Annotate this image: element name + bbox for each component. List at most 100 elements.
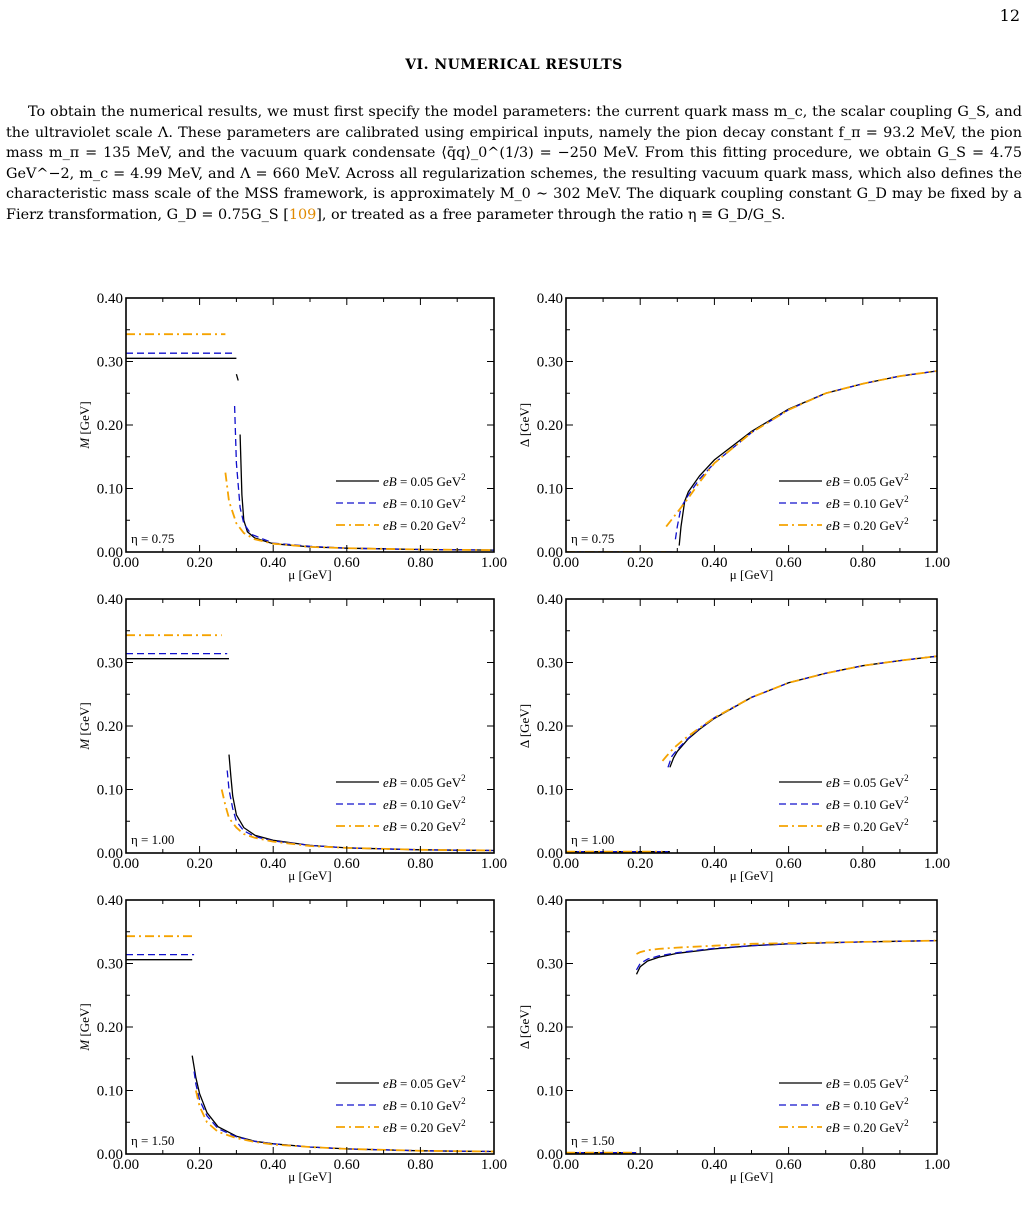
legend-symbol: eB <box>383 1076 397 1091</box>
y-tick-label: 0.00 <box>537 1147 563 1163</box>
section-title: VI. NUMERICAL RESULTS <box>405 57 623 73</box>
y-tick-label: 0.10 <box>97 1084 123 1100</box>
series-line-2-segment-2 <box>226 770 494 852</box>
legend-entry-2: eB = 0.10 GeV2 <box>383 1096 466 1113</box>
legend-symbol: eB <box>826 518 840 533</box>
legend-symbol: eB <box>383 819 397 834</box>
x-tick-label: 0.60 <box>334 555 360 571</box>
x-tick-label: 0.40 <box>701 1157 727 1173</box>
legend-value: = 0.10 GeV <box>840 797 905 812</box>
series-line-3-segment-2 <box>195 1090 494 1153</box>
legend-superscript: 2 <box>461 795 466 805</box>
citation-link[interactable]: 109 <box>288 206 317 223</box>
page-number: 12 <box>999 6 1020 25</box>
legend-symbol: eB <box>826 1076 840 1091</box>
legend-entry-2: eB = 0.10 GeV2 <box>826 1096 909 1113</box>
chart-panel-M-eta-1.50: 0.00 0.20 0.40 0.60 0.80 1.00 0.00 0.10 0.20 0.30… <box>77 893 507 1184</box>
body-paragraph: To obtain the numerical results, we must… <box>6 102 1022 225</box>
x-tick-label: 0.00 <box>113 856 139 872</box>
legend-superscript: 2 <box>461 1096 466 1106</box>
chart-panel-M-eta-1.00: 0.00 0.20 0.40 0.60 0.80 1.00 0.00 0.10 0.20 0.30… <box>77 592 507 883</box>
x-axis-label: μ [GeV] <box>288 1169 331 1184</box>
x-tick-label: 0.20 <box>627 856 653 872</box>
y-axis-label: M [GeV] <box>77 702 92 750</box>
x-tick-label: 0.80 <box>407 555 433 571</box>
legend-value: = 0.05 GeV <box>840 1076 905 1091</box>
x-tick-label: 1.00 <box>924 555 950 571</box>
series-line-3-segment-2 <box>665 370 937 528</box>
paragraph-part-1: To obtain the numerical results, we must… <box>6 104 1022 223</box>
x-tick-label: 0.40 <box>701 856 727 872</box>
x-tick-label: 0.60 <box>334 1157 360 1173</box>
chart-panel-Delta-eta-1.50: 0.00 0.20 0.40 0.60 0.80 1.00 0.00 0.10 0.20 0.30… <box>517 893 950 1184</box>
legend-superscript: 2 <box>904 795 909 805</box>
x-axis-label: μ [GeV] <box>730 1169 773 1184</box>
y-tick-label: 0.30 <box>97 656 123 672</box>
plot-frame <box>125 899 495 1155</box>
legend-symbol: eB <box>383 496 397 511</box>
legend-entry-1: eB = 0.05 GeV2 <box>826 472 909 489</box>
legend-superscript: 2 <box>461 1074 466 1084</box>
y-axis-label: M [GeV] <box>77 1003 92 1051</box>
legend-entry-3: eB = 0.20 GeV2 <box>383 516 466 533</box>
x-tick-label: 0.00 <box>553 1157 579 1173</box>
y-tick-label: 0.20 <box>537 1020 563 1036</box>
series-line-2-segment-2 <box>635 939 937 971</box>
legend-value: = 0.05 GeV <box>397 1076 462 1091</box>
plot-frame <box>565 899 938 1155</box>
plot-frame <box>565 297 938 553</box>
x-tick-label: 0.40 <box>701 555 727 571</box>
legend-superscript: 2 <box>461 516 466 526</box>
legend-superscript: 2 <box>461 1118 466 1128</box>
x-tick-label: 0.80 <box>850 1157 876 1173</box>
legend-value: = 0.05 GeV <box>840 775 905 790</box>
y-tick-label: 0.10 <box>97 482 123 498</box>
y-tick-label: 0.40 <box>97 592 123 608</box>
legend-value: = 0.05 GeV <box>397 775 462 790</box>
x-tick-label: 0.80 <box>850 856 876 872</box>
legend-entry-3: eB = 0.20 GeV2 <box>826 1118 909 1135</box>
series-line-2-segment-2 <box>674 370 937 540</box>
x-axis-label: μ [GeV] <box>730 868 773 883</box>
legend-value: = 0.20 GeV <box>840 819 905 834</box>
y-tick-label: 0.10 <box>537 1084 563 1100</box>
y-tick-label: 0.00 <box>537 545 563 561</box>
y-tick-label: 0.30 <box>97 355 123 371</box>
legend-symbol: eB <box>383 775 397 790</box>
legend-value: = 0.10 GeV <box>397 1098 462 1113</box>
series-line-1-segment-2 <box>635 939 937 975</box>
x-tick-label: 0.40 <box>260 555 286 571</box>
legend-value: = 0.20 GeV <box>397 819 462 834</box>
x-tick-label: 0.00 <box>553 856 579 872</box>
y-axis-label-symbol: M <box>77 1039 92 1052</box>
legend-entry-1: eB = 0.05 GeV2 <box>826 773 909 790</box>
y-tick-label: 0.10 <box>97 783 123 799</box>
legend-value: = 0.10 GeV <box>840 1098 905 1113</box>
series-line-2-segment-2 <box>667 655 937 768</box>
legend-superscript: 2 <box>904 472 909 482</box>
series-line-3-segment-2 <box>224 472 494 551</box>
y-tick-label: 0.10 <box>537 783 563 799</box>
y-axis-label: M [GeV] <box>77 401 92 449</box>
y-axis-label-symbol: M <box>77 437 92 450</box>
legend-symbol: eB <box>826 819 840 834</box>
y-tick-label: 0.40 <box>537 592 563 608</box>
legend-superscript: 2 <box>461 472 466 482</box>
legend-symbol: eB <box>826 474 840 489</box>
legend-entry-2: eB = 0.10 GeV2 <box>826 795 909 812</box>
legend-value: = 0.20 GeV <box>840 518 905 533</box>
y-tick-label: 0.40 <box>537 893 563 909</box>
series-line-3-segment-2 <box>220 789 494 852</box>
x-axis-label: μ [GeV] <box>288 868 331 883</box>
x-tick-label: 0.20 <box>627 555 653 571</box>
series-line-3-segment-2 <box>661 655 937 762</box>
x-tick-label: 1.00 <box>481 1157 507 1173</box>
eta-label: η = 1.50 <box>571 1133 614 1148</box>
legend-superscript: 2 <box>461 817 466 827</box>
y-tick-label: 0.40 <box>537 291 563 307</box>
legend-superscript: 2 <box>904 773 909 783</box>
x-tick-label: 0.60 <box>775 555 801 571</box>
legend-entry-2: eB = 0.10 GeV2 <box>383 494 466 511</box>
legend-value: = 0.10 GeV <box>397 496 462 511</box>
y-tick-label: 0.20 <box>537 719 563 735</box>
